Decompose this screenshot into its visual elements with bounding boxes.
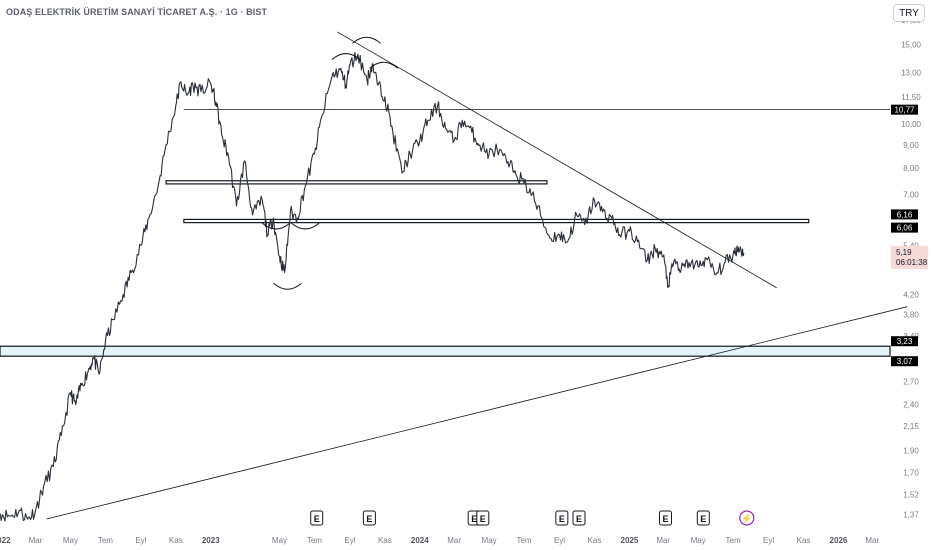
x-tick-label: Kas [378,536,392,545]
earnings-marker[interactable] [362,510,376,526]
y-tick-label: 1,52 [903,490,919,499]
x-tick-label: May [63,536,78,545]
zone-rectangle[interactable] [0,345,891,357]
y-tick-label: 2,40 [903,401,919,410]
earnings-marker-label: E [576,514,582,524]
earnings-marker-label: E [471,514,477,524]
price-label-box [891,209,918,220]
x-tick-label: Eyl [135,536,146,545]
price-label-box [891,336,918,347]
countdown-label: 06:01:38 [896,258,928,267]
x-tick-label: 2022 [0,536,11,545]
earnings-marker[interactable] [555,510,569,526]
y-tick-label: 1,70 [903,468,919,477]
y-tick-label: 1,90 [903,446,919,455]
x-tick-label: 2026 [830,536,848,545]
earnings-marker-label: E [480,514,486,524]
price-label-box [891,222,918,233]
earnings-marker-label: E [314,514,320,524]
y-tick-label: 2,70 [903,377,919,386]
x-tick-label: Tem [726,536,741,545]
currency-button[interactable]: TRY [893,4,925,22]
trend-lines [46,31,908,520]
x-tick-label: Tem [307,536,322,545]
x-tick-label: Mar [865,536,879,545]
y-tick-label: 5,40 [903,241,919,250]
x-tick-label: 2024 [411,536,429,545]
arc-drawing[interactable] [290,222,320,230]
lightning-icon: ⚡ [741,513,752,525]
event-markers[interactable]: E E E E E E E E ⚡ [310,510,755,526]
earnings-marker[interactable] [696,510,710,526]
arc-drawing[interactable] [273,282,302,290]
y-tick-label: 8,00 [903,164,919,173]
x-tick-label: Eyl [763,536,774,545]
earnings-marker-label: E [366,514,372,524]
price-label: 6,16 [897,210,913,219]
trend-line[interactable] [337,31,777,289]
current-price-box [891,246,928,270]
earnings-marker[interactable] [658,510,672,526]
dividend-marker[interactable] [739,510,755,526]
price-series [0,51,745,522]
x-tick-label: 2023 [202,536,220,545]
earnings-marker[interactable] [572,510,586,526]
time-axis[interactable]: 2022 Mar May Tem Eyl Kas 2023 May Tem Eyl Kas 2024 M… [0,536,879,545]
x-tick-label: Kas [588,536,602,545]
price-label: 6,06 [897,224,913,233]
x-tick-label: Eyl [554,536,565,545]
price-line [0,51,745,522]
x-tick-label: Mar [656,536,670,545]
x-tick-label: Mar [29,536,43,545]
earnings-marker-label: E [700,514,706,524]
y-tick-label: 3,80 [903,310,919,319]
arc-drawing[interactable] [261,222,291,230]
current-price-label: 5,19 [896,248,912,257]
earnings-marker[interactable] [476,510,490,526]
y-tick-label: 15,00 [901,41,922,50]
earnings-marker-label: E [662,514,668,524]
price-label: 10,77 [894,106,915,115]
x-tick-label: Kas [169,536,183,545]
y-tick-label: 4,20 [903,291,919,300]
x-tick-label: Kas [797,536,811,545]
y-tick-label: 10,00 [901,120,922,129]
x-tick-label: Tem [98,536,113,545]
y-tick-label: 11,50 [901,93,921,102]
price-label: 3,07 [897,357,913,366]
x-tick-label: Mar [447,536,461,545]
price-label-box [891,356,918,367]
arc-drawing[interactable] [331,53,361,60]
x-tick-label: Eyl [344,536,355,545]
drawing-layer [0,109,891,357]
price-label-box [891,104,918,115]
zone-rectangle[interactable] [165,180,548,185]
x-tick-label: 2025 [621,536,639,545]
x-tick-label: May [691,536,706,545]
y-tick-label: 13,00 [901,69,922,78]
y-tick-label: 2,15 [903,422,919,431]
symbol-title[interactable]: ODAŞ ELEKTRİK ÜRETİM SANAYİ TİCARET A.Ş.… [6,7,268,17]
earnings-marker-label: E [559,514,565,524]
y-tick-label: 9,00 [903,141,919,150]
trend-line[interactable] [46,306,908,520]
price-label: 3,23 [897,337,913,346]
x-tick-label: May [272,536,287,545]
arc-drawing[interactable] [369,61,399,69]
y-tick-label: 1,37 [903,511,919,520]
earnings-marker[interactable] [310,510,324,526]
arc-drawing[interactable] [352,36,381,44]
x-tick-label: May [482,536,497,545]
x-tick-label: Tem [516,536,531,545]
y-tick-label: 7,00 [903,190,919,199]
zone-rectangle[interactable] [183,218,810,224]
